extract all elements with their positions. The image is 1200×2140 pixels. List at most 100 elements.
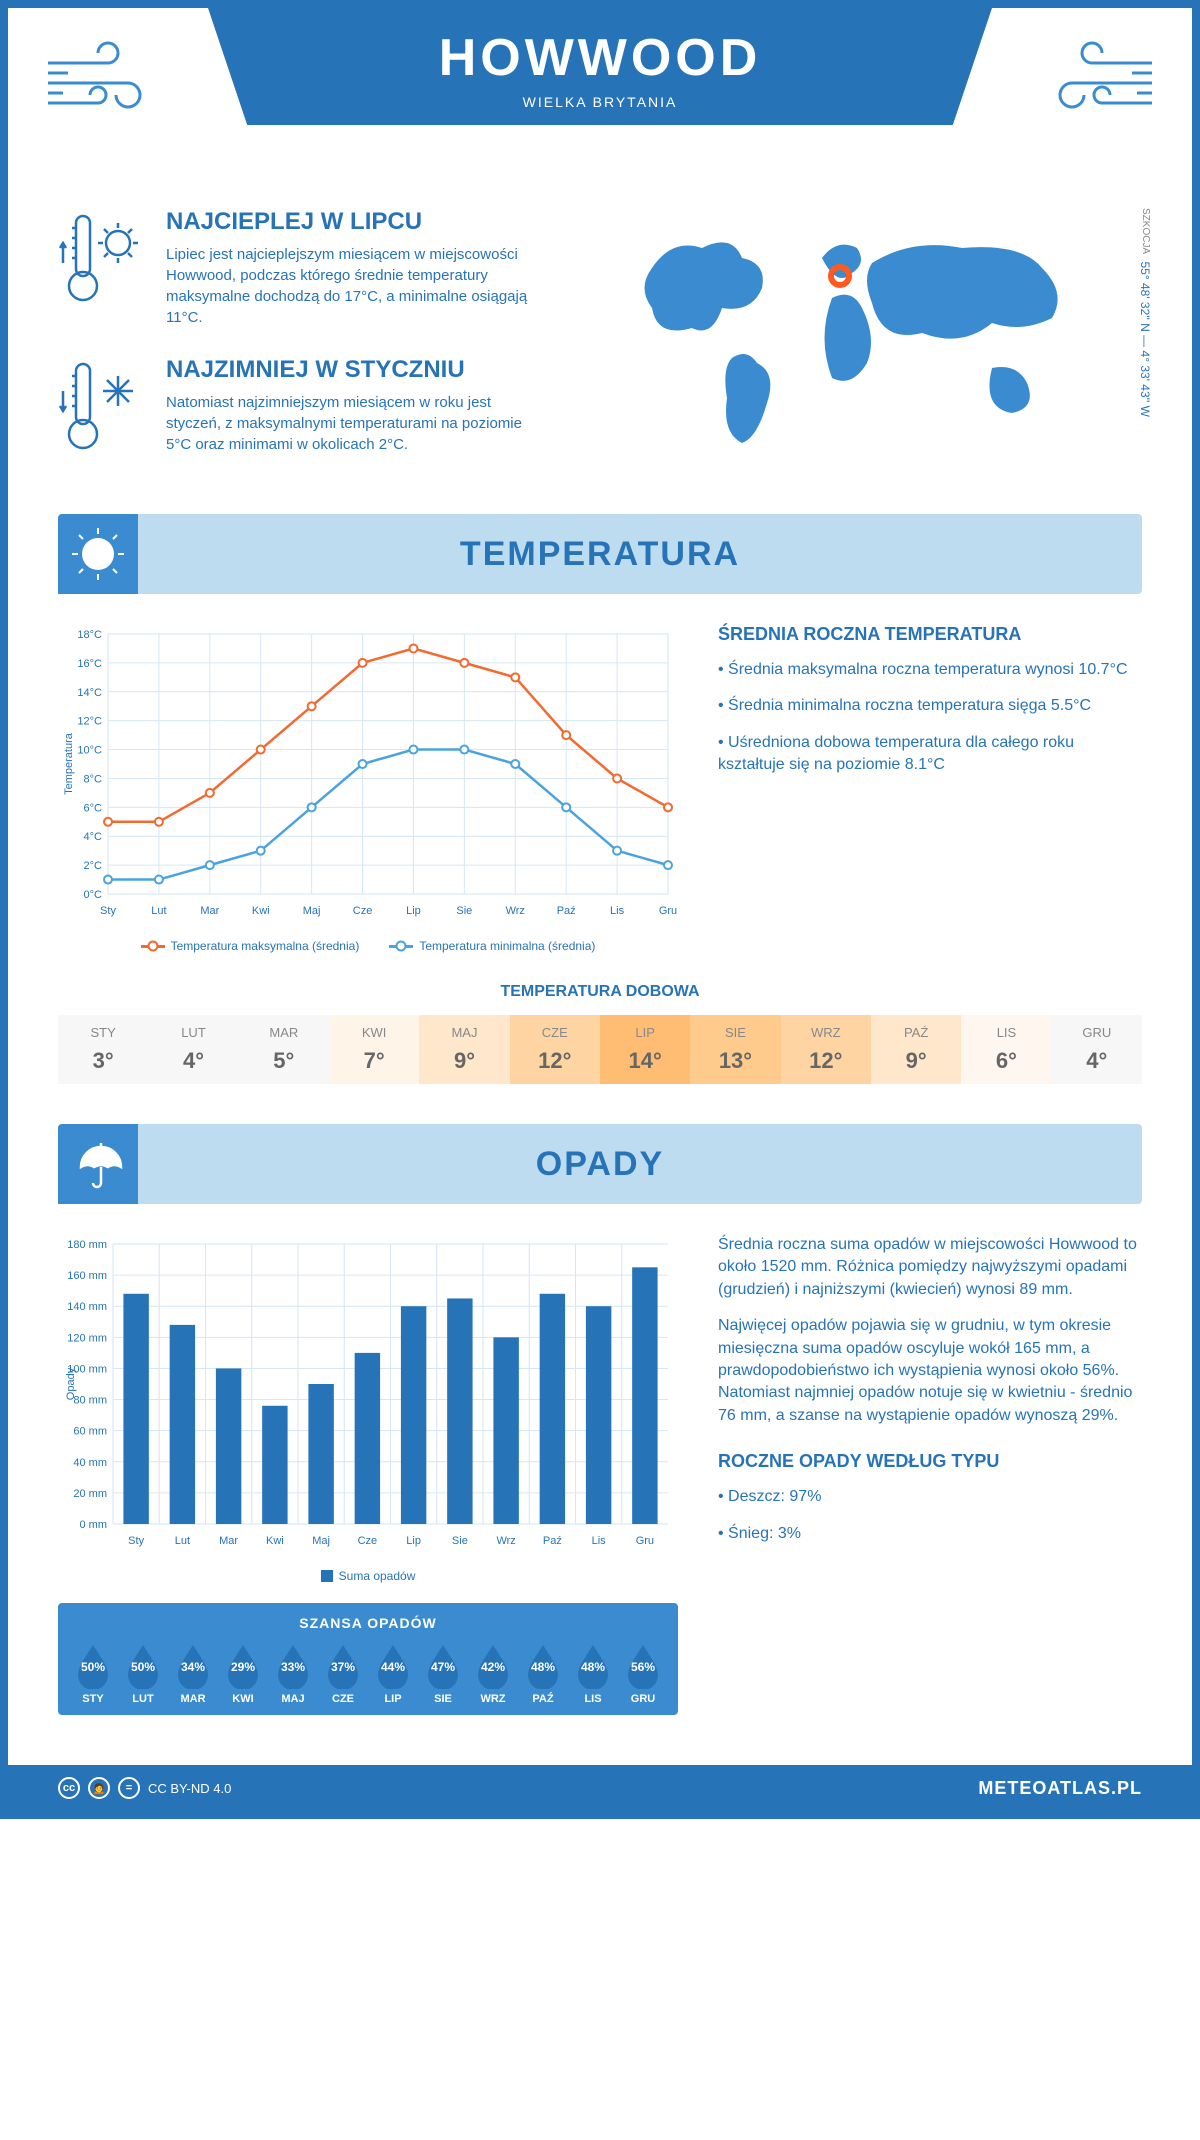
- daily-value: 9°: [871, 1048, 961, 1074]
- svg-text:60 mm: 60 mm: [73, 1426, 107, 1438]
- svg-text:160 mm: 160 mm: [67, 1270, 107, 1282]
- region-label: SZKOCJA: [1140, 208, 1151, 254]
- svg-text:Sty: Sty: [128, 1535, 144, 1547]
- precipitation-header: OPADY: [58, 1124, 1142, 1204]
- chance-month: KWI: [218, 1693, 268, 1705]
- daily-month: STY: [58, 1025, 148, 1040]
- daily-value: 12°: [781, 1048, 871, 1074]
- daily-value: 4°: [1052, 1048, 1142, 1074]
- chance-value: 33%: [281, 1660, 305, 1674]
- svg-text:Lis: Lis: [592, 1535, 607, 1547]
- chance-cell: 44%LIP: [368, 1641, 418, 1705]
- daily-temp-cell: LIP 14°: [600, 1015, 690, 1084]
- map-container: SZKOCJA 55° 48' 32'' N — 4° 33' 43'' W: [622, 208, 1142, 484]
- svg-text:Sie: Sie: [452, 1535, 468, 1547]
- chance-month: MAR: [168, 1693, 218, 1705]
- chance-cell: 47% SIE: [418, 1641, 468, 1705]
- svg-text:80 mm: 80 mm: [73, 1395, 107, 1407]
- license-text: CC BY-ND 4.0: [148, 1781, 231, 1796]
- daily-month: WRZ: [781, 1025, 871, 1040]
- daily-temp-cell: CZE12°: [510, 1015, 600, 1084]
- svg-text:Maj: Maj: [312, 1535, 330, 1547]
- daily-value: 4°: [148, 1048, 238, 1074]
- svg-text:12°C: 12°C: [77, 716, 102, 728]
- svg-text:Lis: Lis: [610, 905, 625, 917]
- raindrop-icon: 48%: [572, 1641, 614, 1689]
- daily-temp-cell: STY3°: [58, 1015, 148, 1084]
- chance-month: SIE: [418, 1693, 468, 1705]
- raindrop-icon: 50%: [72, 1641, 114, 1689]
- daily-temp-cell: KWI7°: [329, 1015, 419, 1084]
- svg-text:10°C: 10°C: [77, 745, 102, 757]
- svg-text:Wrz: Wrz: [506, 905, 525, 917]
- daily-value: 14°: [600, 1048, 690, 1074]
- chance-value: 44%: [381, 1660, 405, 1674]
- svg-text:Cze: Cze: [358, 1535, 378, 1547]
- footer: cc 🙍 = CC BY-ND 4.0 METEOATLAS.PL: [8, 1765, 1192, 1811]
- temperature-bullet: • Uśredniona dobowa temperatura dla całe…: [718, 732, 1142, 777]
- temperature-bullet: • Średnia minimalna roczna temperatura s…: [718, 695, 1142, 717]
- umbrella-icon: [58, 1124, 138, 1204]
- location-title: HOWWOOD: [208, 28, 992, 88]
- svg-text:4°C: 4°C: [84, 831, 103, 843]
- chance-value: 47%: [431, 1660, 455, 1674]
- coldest-title: NAJZIMNIEJ W STYCZNIU: [166, 356, 546, 384]
- chance-month: PAŹ: [518, 1693, 568, 1705]
- intro-section: NAJCIEPLEJ W LIPCU Lipiec jest najcieple…: [58, 208, 1142, 484]
- thermometer-cold-icon: [58, 356, 148, 456]
- thermometer-hot-icon: [58, 208, 148, 308]
- chance-month: STY: [68, 1693, 118, 1705]
- temperature-chart: 0°C2°C4°C6°C8°C10°C12°C14°C16°C18°CStyLu…: [58, 624, 678, 953]
- chance-cell: 50% STY: [68, 1641, 118, 1705]
- temperature-legend: Temperatura maksymalna (średnia) Tempera…: [58, 939, 678, 953]
- daily-temp-title: TEMPERATURA DOBOWA: [58, 983, 1142, 1001]
- chance-month: CZE: [318, 1693, 368, 1705]
- coordinates: SZKOCJA 55° 48' 32'' N — 4° 33' 43'' W: [1138, 208, 1152, 417]
- temperature-info: ŚREDNIA ROCZNA TEMPERATURA • Średnia mak…: [718, 624, 1142, 953]
- chance-cell: 50%LUT: [118, 1641, 168, 1705]
- daily-temp-cell: LIS6°: [961, 1015, 1051, 1084]
- legend-max: Temperatura maksymalna (średnia): [171, 939, 360, 953]
- wind-icon-left: [38, 38, 178, 128]
- raindrop-icon: 50%: [122, 1641, 164, 1689]
- daily-temp-cell: PAŹ9°: [871, 1015, 961, 1084]
- chance-month: GRU: [618, 1693, 668, 1705]
- chance-month: MAJ: [268, 1693, 318, 1705]
- precip-text-2: Najwięcej opadów pojawia się w grudniu, …: [718, 1315, 1142, 1427]
- chance-value: 48%: [531, 1660, 555, 1674]
- svg-text:Temperatura: Temperatura: [63, 732, 75, 795]
- svg-text:Mar: Mar: [219, 1535, 238, 1547]
- temperature-header: TEMPERATURA: [58, 514, 1142, 594]
- svg-text:Gru: Gru: [636, 1535, 654, 1547]
- daily-value: 13°: [690, 1048, 780, 1074]
- svg-text:Sty: Sty: [100, 905, 116, 917]
- chance-cell: 34%MAR: [168, 1641, 218, 1705]
- svg-text:180 mm: 180 mm: [67, 1239, 107, 1251]
- chance-value: 48%: [581, 1660, 605, 1674]
- svg-text:Lip: Lip: [406, 1535, 421, 1547]
- avg-temp-title: ŚREDNIA ROCZNA TEMPERATURA: [718, 624, 1142, 645]
- nd-icon: =: [118, 1777, 140, 1799]
- svg-text:Cze: Cze: [353, 905, 373, 917]
- daily-value: 7°: [329, 1048, 419, 1074]
- warmest-text: Lipiec jest najcieplejszym miesiącem w m…: [166, 244, 546, 328]
- cc-icon: cc: [58, 1777, 80, 1799]
- precip-type-bullet: • Deszcz: 97%: [718, 1486, 1142, 1508]
- svg-text:14°C: 14°C: [77, 687, 102, 699]
- daily-month: LIP: [600, 1025, 690, 1040]
- raindrop-icon: 47%: [422, 1641, 464, 1689]
- chance-cell: 48% PAŹ: [518, 1641, 568, 1705]
- legend-sum: Suma opadów: [339, 1569, 416, 1583]
- chance-cell: 48%LIS: [568, 1641, 618, 1705]
- chance-value: 56%: [631, 1660, 655, 1674]
- svg-text:Mar: Mar: [200, 905, 219, 917]
- daily-temp-cell: LUT4°: [148, 1015, 238, 1084]
- site-name: METEOATLAS.PL: [978, 1778, 1142, 1799]
- svg-text:Lut: Lut: [151, 905, 166, 917]
- chance-value: 29%: [231, 1660, 255, 1674]
- daily-month: CZE: [510, 1025, 600, 1040]
- chance-cell: 42%WRZ: [468, 1641, 518, 1705]
- chance-value: 42%: [481, 1660, 505, 1674]
- svg-text:Gru: Gru: [659, 905, 677, 917]
- daily-month: MAJ: [419, 1025, 509, 1040]
